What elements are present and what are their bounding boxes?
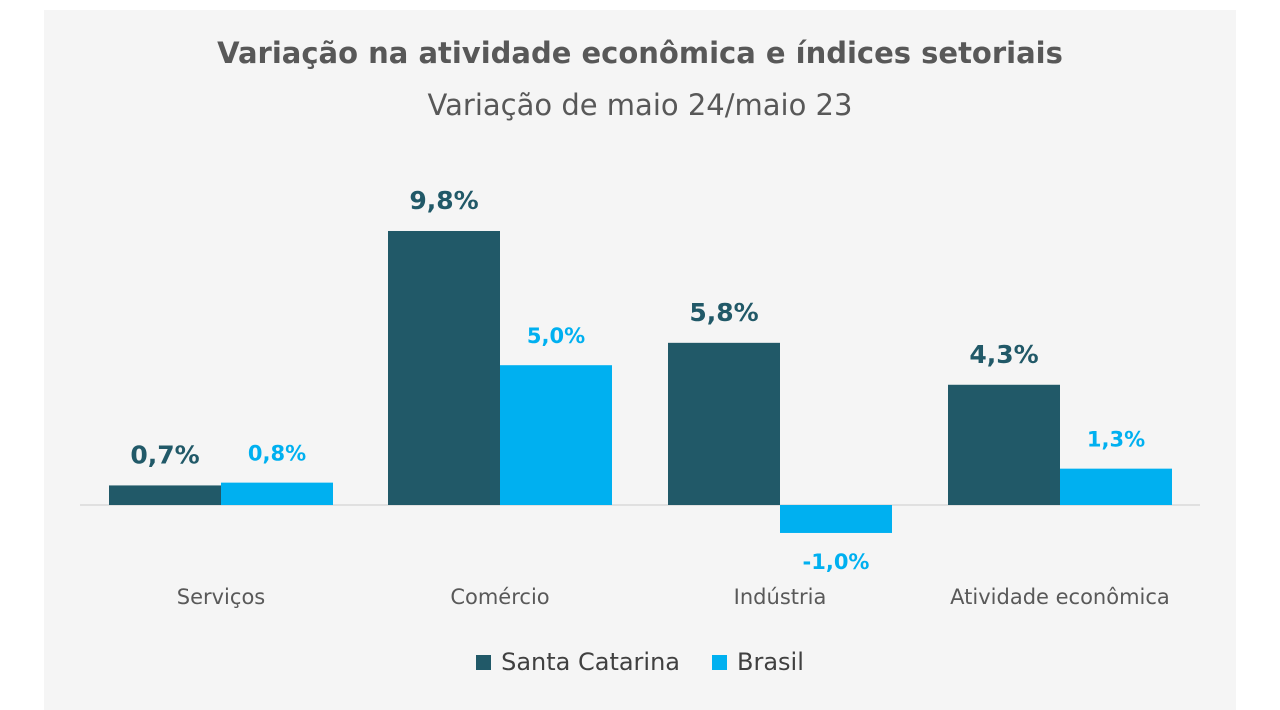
data-label-brasil-servicos: 0,8% [248, 442, 306, 466]
bar-brasil-servicos [221, 482, 333, 505]
bar-santa-catarina-atividade-economica [948, 384, 1060, 505]
category-label-industria: Indústria [734, 585, 827, 609]
legend: Santa Catarina Brasil [0, 648, 1280, 676]
legend-label-brasil: Brasil [737, 648, 804, 676]
chart-subtitle: Variação de maio 24/maio 23 [427, 88, 853, 122]
bar-brasil-comercio [500, 365, 612, 505]
data-label-santa-catarina-servicos: 0,7% [130, 440, 199, 469]
data-label-santa-catarina-atividade-economica: 4,3% [969, 340, 1038, 369]
data-label-santa-catarina-industria: 5,8% [689, 298, 758, 327]
bar-brasil-industria [780, 505, 892, 533]
chart-panel [44, 10, 1236, 710]
data-label-brasil-comercio: 5,0% [527, 324, 585, 348]
data-label-brasil-atividade-economica: 1,3% [1087, 428, 1145, 452]
category-label-servicos: Serviços [177, 585, 265, 609]
bar-brasil-atividade-economica [1060, 468, 1172, 505]
category-label-comercio: Comércio [450, 585, 549, 609]
legend-item-brasil: Brasil [712, 648, 804, 676]
bar-santa-catarina-industria [668, 342, 780, 505]
legend-swatch-brasil [712, 654, 728, 670]
chart-title: Variação na atividade econômica e índice… [217, 36, 1063, 70]
data-label-brasil-industria: -1,0% [803, 550, 870, 574]
legend-swatch-santa-catarina [476, 654, 492, 670]
category-label-atividade-economica: Atividade econômica [950, 585, 1170, 609]
bar-santa-catarina-servicos [109, 485, 221, 505]
legend-item-santa-catarina: Santa Catarina [476, 648, 680, 676]
legend-label-santa-catarina: Santa Catarina [501, 648, 681, 676]
bar-santa-catarina-comercio [388, 230, 500, 505]
data-label-santa-catarina-comercio: 9,8% [409, 186, 478, 215]
